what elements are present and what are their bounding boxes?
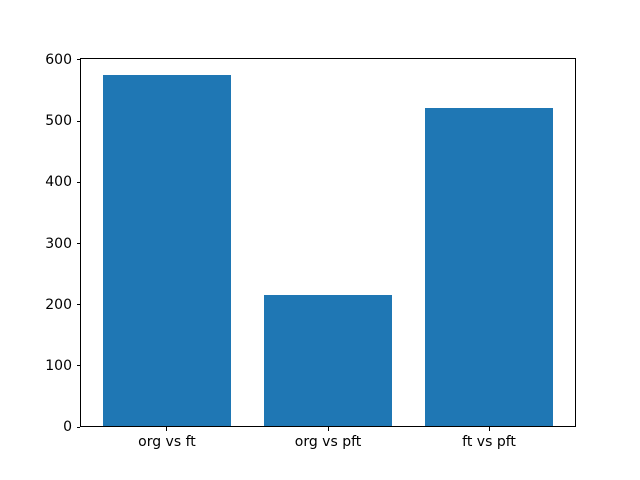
y-tick-label: 200 [45,296,72,313]
x-tick-label-org-vs-pft: org vs pft [294,434,362,451]
y-tick-label: 100 [45,357,72,374]
bar-org-vs-ft [102,75,232,427]
y-tick-mark [76,120,80,122]
y-tick-mark [76,426,80,428]
y-tick-label: 500 [45,113,72,130]
y-tick-label: 0 [63,419,72,436]
x-tick-label-ft-vs-pft: ft vs pft [462,434,516,451]
bar-org-vs-pft [263,294,393,427]
y-tick-label: 600 [45,51,72,68]
y-tick-label: 400 [45,174,72,191]
plot-area [80,57,576,428]
y-tick-mark [76,365,80,367]
y-tick-mark [76,181,80,183]
y-tick-mark [76,243,80,245]
x-tick-mark [166,427,168,431]
y-tick-label: 300 [45,235,72,252]
bar-ft-vs-pft [424,108,554,427]
x-tick-mark [327,427,329,431]
x-tick-mark [488,427,490,431]
y-tick-mark [76,304,80,306]
y-tick-mark [76,59,80,61]
x-tick-label-org-vs-ft: org vs ft [138,434,196,451]
